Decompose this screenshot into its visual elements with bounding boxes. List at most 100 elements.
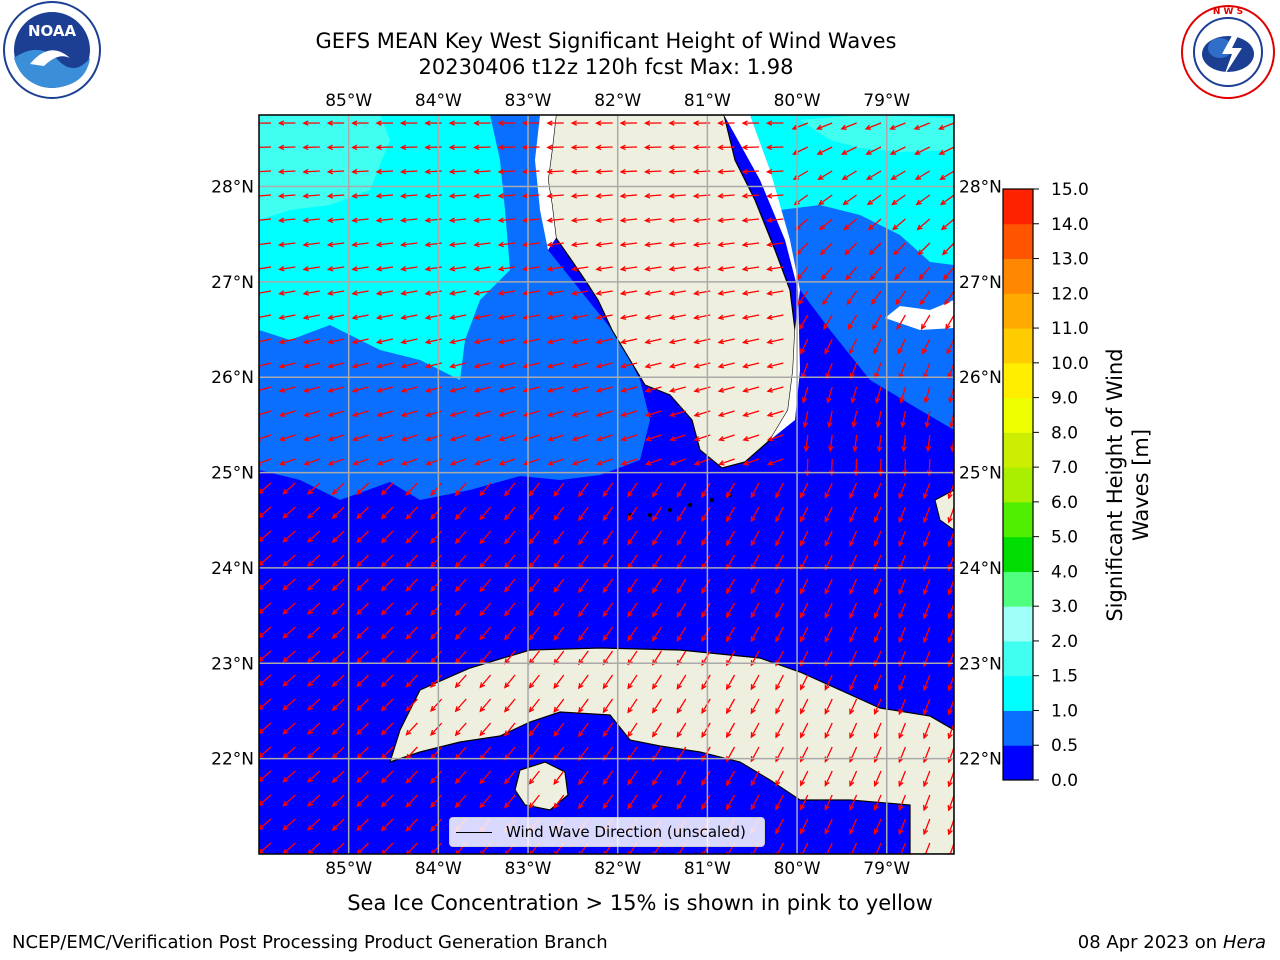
wave-arrowhead <box>449 436 457 442</box>
wave-arrowhead <box>473 387 481 393</box>
colorbar-segment <box>1003 362 1033 399</box>
wave-arrow <box>701 698 711 714</box>
wave-arrow <box>479 674 492 688</box>
wave-arrowhead <box>306 800 314 807</box>
wave-arrowhead <box>302 241 309 248</box>
wave-arrowhead <box>867 224 874 231</box>
wave-arrow <box>596 170 613 173</box>
wave-arrow <box>377 458 394 465</box>
wave-arrowhead <box>619 193 626 199</box>
lat-label-left: 24°N <box>211 559 254 579</box>
wave-arrow <box>750 506 760 522</box>
wave-arrow <box>652 506 662 521</box>
wave-arrow <box>376 194 394 197</box>
wave-arrow <box>499 290 516 295</box>
wave-arrowhead <box>602 683 609 690</box>
wave-arrow <box>279 434 296 441</box>
wave-arrow <box>899 362 907 379</box>
wave-arrow <box>602 506 614 521</box>
wave-arrowhead <box>939 174 946 181</box>
wave-arrow <box>479 698 492 712</box>
wave-arrowhead <box>893 249 900 256</box>
colorbar-tick-label: 14.0 <box>1051 215 1089 235</box>
wave-arrowhead <box>577 802 584 810</box>
wave-arrowhead <box>277 168 285 175</box>
wave-arrowhead <box>375 120 382 126</box>
wave-arrow <box>381 506 394 519</box>
cuba-land <box>389 647 954 854</box>
wave-arrow <box>645 242 662 246</box>
wave-arrowhead <box>375 168 382 175</box>
wave-arrowhead <box>750 780 756 787</box>
wave-arrow <box>523 146 540 149</box>
wave-arrow <box>279 146 296 149</box>
wave-arrowhead <box>351 411 359 418</box>
wave-arrowhead <box>282 560 289 567</box>
wave-arrow <box>602 722 614 737</box>
wave-arrowhead <box>473 338 481 345</box>
wave-arrowhead <box>644 460 652 466</box>
wave-arrow <box>825 362 833 379</box>
wave-arrowhead <box>331 801 338 808</box>
wave-arrow <box>523 434 540 441</box>
wave-arrowhead <box>577 514 584 522</box>
wave-arrowhead <box>546 314 554 321</box>
wave-arrowhead <box>577 634 584 642</box>
wave-arrow <box>548 386 564 392</box>
wave-arrow <box>915 146 931 155</box>
wave-arrowhead <box>303 436 310 442</box>
wave-arrow <box>553 698 565 713</box>
wave-arrowhead <box>643 168 651 175</box>
wave-arrowhead <box>449 387 456 393</box>
wave-arrow <box>849 482 858 498</box>
wave-arrow <box>282 602 296 615</box>
wave-arrow <box>849 602 858 618</box>
wave-arrowhead <box>891 199 898 206</box>
wave-arrowhead <box>449 411 456 418</box>
wave-arrowhead <box>651 779 658 786</box>
wave-arrowhead <box>725 611 732 619</box>
wave-arrow <box>701 770 711 786</box>
wave-arrow <box>917 218 931 230</box>
wave-arrow <box>602 554 614 569</box>
wave-arrowhead <box>627 851 633 854</box>
wave-arrow <box>381 554 394 567</box>
wave-arrow <box>898 578 907 595</box>
wave-arrow <box>498 146 516 149</box>
wave-arrowhead <box>497 314 505 321</box>
wave-arrowhead <box>430 777 436 784</box>
lon-label-top: 79°W <box>863 91 910 111</box>
wave-arrow <box>627 794 638 809</box>
wave-arrowhead <box>571 436 579 442</box>
wave-arrow <box>947 362 954 379</box>
wave-arrow <box>307 770 321 783</box>
wave-arrowhead <box>380 825 387 832</box>
wave-arrow <box>426 410 442 417</box>
wave-arrow <box>750 578 760 594</box>
wave-arrow <box>553 578 565 593</box>
wave-arrow <box>455 482 467 496</box>
wave-arrowhead <box>424 193 431 199</box>
wave-arrowhead <box>259 608 264 615</box>
wave-arrow <box>401 338 418 344</box>
wave-arrow <box>455 650 467 664</box>
wave-arrowhead <box>278 387 286 393</box>
wave-arrow <box>259 338 272 343</box>
wave-arrow <box>676 554 687 569</box>
wave-arrow <box>377 218 394 222</box>
wave-arrowhead <box>651 635 658 642</box>
wave-arrow <box>553 674 565 689</box>
wave-arrowhead <box>676 611 682 618</box>
wave-arrow <box>405 554 418 568</box>
lat-label-right: 24°N <box>959 559 1002 579</box>
colorbar-title: Significant Height of Wind Waves [m] <box>1103 348 1153 622</box>
wave-arrowhead <box>356 537 363 544</box>
wave-arrow <box>430 578 443 592</box>
wave-arrow <box>718 242 735 246</box>
wave-arrowhead <box>668 338 676 345</box>
wave-arrow <box>450 242 467 246</box>
wave-arrowhead <box>815 124 823 130</box>
wave-arrowhead <box>619 314 627 321</box>
wave-arrow <box>874 626 882 642</box>
wave-arrowhead <box>282 608 289 615</box>
